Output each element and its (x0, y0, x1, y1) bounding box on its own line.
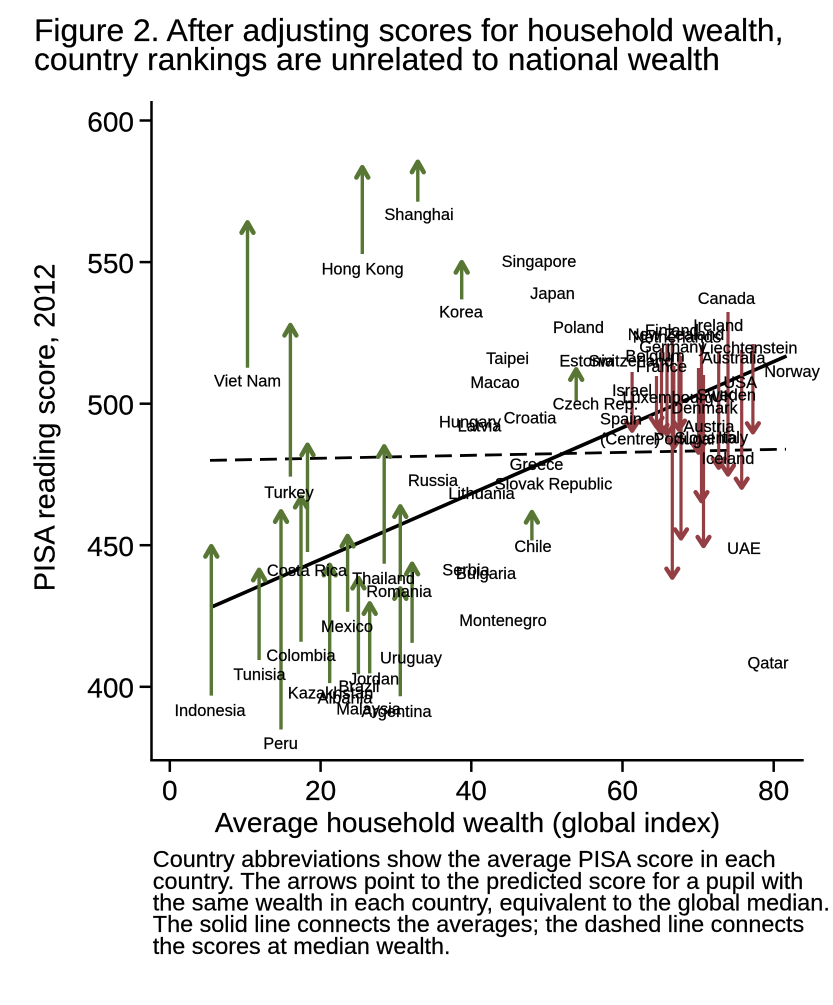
svg-text:(Centre): (Centre) (600, 431, 660, 449)
svg-text:Jordan: Jordan (349, 671, 399, 689)
svg-text:Italy: Italy (718, 429, 749, 447)
svg-text:country. The arrows point to t: country. The arrows point to the predict… (153, 868, 804, 894)
svg-text:Costa Rica: Costa Rica (267, 562, 348, 580)
svg-text:Thailand: Thailand (352, 570, 415, 588)
svg-text:Poland: Poland (553, 319, 604, 337)
svg-text:Turkey: Turkey (264, 484, 314, 502)
svg-text:Netherlands: Netherlands (633, 329, 721, 347)
svg-text:Sweden: Sweden (697, 387, 756, 405)
svg-text:Country abbreviations show the: Country abbreviations show the average P… (153, 846, 776, 872)
svg-text:Mexico: Mexico (321, 618, 373, 636)
svg-text:Colombia: Colombia (266, 647, 336, 665)
svg-text:Montenegro: Montenegro (459, 612, 546, 630)
svg-text:Figure 2. After adjusting scor: Figure 2. After adjusting scores for hou… (34, 12, 783, 48)
svg-text:the same wealth in each countr: the same wealth in each country, equival… (153, 890, 830, 916)
svg-text:Ireland: Ireland (693, 317, 743, 335)
svg-text:Canada: Canada (698, 290, 756, 308)
svg-text:20: 20 (305, 775, 336, 806)
svg-text:Slovenia: Slovenia (675, 430, 739, 448)
svg-text:Argentina: Argentina (361, 703, 432, 721)
svg-text:Shanghai: Shanghai (384, 206, 453, 224)
svg-text:Chile: Chile (514, 538, 551, 556)
svg-text:Singapore: Singapore (502, 253, 577, 271)
svg-text:Tunisia: Tunisia (233, 666, 286, 684)
svg-text:Malaysia: Malaysia (336, 701, 402, 719)
svg-text:Average household wealth (glob: Average household wealth (global index) (215, 807, 720, 838)
svg-text:Finland: Finland (645, 322, 699, 340)
svg-text:Macao: Macao (470, 374, 519, 392)
svg-text:80: 80 (758, 775, 789, 806)
svg-text:Taipei: Taipei (486, 350, 529, 368)
svg-text:Greece: Greece (510, 456, 564, 474)
svg-text:Iceland: Iceland (701, 450, 754, 468)
svg-text:Korea: Korea (439, 304, 484, 322)
svg-text:Australia: Australia (702, 350, 767, 368)
svg-text:Kazakhstan: Kazakhstan (288, 685, 374, 703)
svg-text:country rankings are unrelated: country rankings are unrelated to nation… (34, 41, 720, 77)
svg-text:Hong Kong: Hong Kong (322, 261, 404, 279)
svg-text:Liechtenstein: Liechtenstein (701, 340, 798, 358)
svg-text:550: 550 (87, 248, 134, 279)
svg-text:Czech Rep.: Czech Rep. (553, 396, 639, 414)
svg-text:Denmark: Denmark (671, 400, 738, 418)
svg-text:Israel: Israel (612, 382, 652, 400)
svg-text:600: 600 (87, 106, 134, 137)
svg-text:PISA reading score, 2012: PISA reading score, 2012 (29, 264, 61, 592)
svg-text:Russia: Russia (408, 472, 459, 490)
svg-text:Albania: Albania (318, 690, 374, 708)
svg-text:Slovak Republic: Slovak Republic (495, 476, 613, 494)
svg-text:Qatar: Qatar (748, 655, 790, 673)
svg-text:Croatia: Croatia (504, 410, 558, 428)
svg-text:Belgium: Belgium (625, 348, 684, 366)
svg-text:Japan: Japan (530, 285, 575, 303)
svg-text:60: 60 (607, 775, 638, 806)
svg-text:Serbia: Serbia (442, 562, 490, 580)
svg-text:40: 40 (456, 775, 487, 806)
svg-text:Bulgaria: Bulgaria (456, 565, 517, 583)
svg-text:Uruguay: Uruguay (380, 650, 443, 668)
svg-text:Luxembourg: Luxembourg (622, 389, 713, 407)
svg-text:the scores at median wealth.: the scores at median wealth. (153, 933, 451, 959)
svg-text:Lithuania: Lithuania (448, 485, 515, 503)
svg-text:500: 500 (87, 390, 134, 421)
svg-text:The solid line connects the av: The solid line connects the averages; th… (153, 911, 804, 937)
svg-text:Spain: Spain (600, 411, 642, 429)
svg-text:UAE: UAE (727, 540, 761, 558)
svg-text:Germany: Germany (639, 339, 707, 357)
svg-text:Austria: Austria (683, 418, 735, 436)
svg-text:Viet Nam: Viet Nam (214, 373, 281, 391)
svg-text:USA: USA (723, 374, 757, 392)
svg-text:Brazil: Brazil (339, 678, 380, 696)
svg-text:France: France (636, 358, 687, 376)
svg-text:450: 450 (87, 531, 134, 562)
svg-text:UK: UK (712, 388, 735, 406)
svg-text:Portugal: Portugal (653, 431, 714, 449)
svg-text:Estonia: Estonia (559, 353, 615, 371)
svg-text:Indonesia: Indonesia (174, 702, 246, 720)
svg-text:New Zealand: New Zealand (628, 326, 725, 344)
svg-text:Latvia: Latvia (458, 418, 503, 436)
svg-text:Hungary: Hungary (439, 414, 502, 432)
svg-text:Peru: Peru (263, 735, 298, 753)
svg-text:0: 0 (162, 775, 178, 806)
svg-text:Switzerland: Switzerland (589, 352, 674, 370)
svg-text:400: 400 (87, 673, 134, 704)
svg-text:Norway: Norway (764, 363, 820, 381)
svg-text:Romania: Romania (366, 583, 432, 601)
